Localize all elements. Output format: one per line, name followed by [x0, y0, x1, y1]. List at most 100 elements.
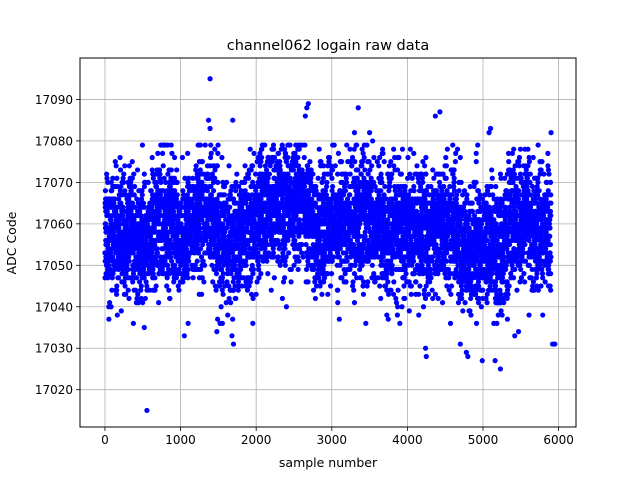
- data-point: [110, 254, 116, 260]
- data-point: [108, 304, 114, 310]
- data-point: [162, 225, 169, 231]
- data-point: [391, 146, 397, 152]
- data-point: [237, 254, 243, 260]
- data-point: [410, 258, 417, 264]
- data-point: [443, 154, 449, 161]
- data-point: [389, 171, 395, 177]
- data-point: [131, 217, 137, 223]
- data-point: [285, 154, 291, 161]
- data-point: [162, 258, 168, 264]
- data-point: [165, 142, 171, 148]
- data-point: [210, 279, 216, 285]
- data-point: [279, 295, 286, 302]
- data-point: [193, 183, 199, 190]
- data-point: [186, 175, 192, 181]
- data-point: [282, 262, 288, 268]
- data-point: [218, 304, 224, 310]
- data-point: [118, 233, 125, 239]
- data-point: [258, 271, 264, 277]
- data-point: [233, 295, 239, 302]
- data-point: [183, 241, 189, 248]
- data-point: [138, 283, 144, 289]
- data-point: [159, 266, 165, 273]
- data-point: [143, 258, 149, 264]
- data-point: [399, 304, 405, 310]
- data-point: [130, 279, 136, 285]
- data-point: [199, 192, 205, 198]
- data-point: [369, 262, 375, 268]
- data-point: [173, 196, 179, 202]
- data-point: [165, 266, 172, 273]
- data-point: [219, 287, 225, 293]
- data-point: [422, 295, 429, 302]
- data-point: [108, 204, 115, 210]
- data-point: [194, 212, 201, 219]
- data-point: [145, 179, 151, 185]
- data-point: [139, 142, 146, 148]
- data-point: [167, 246, 173, 252]
- data-point: [125, 287, 131, 293]
- data-point: [112, 266, 118, 273]
- data-point: [123, 221, 130, 227]
- data-point: [377, 283, 383, 289]
- data-point: [165, 171, 171, 177]
- data-point: [153, 183, 160, 190]
- data-point: [138, 212, 144, 219]
- data-point: [225, 312, 231, 318]
- data-point: [259, 154, 265, 161]
- data-point: [198, 246, 204, 252]
- data-point: [282, 246, 288, 252]
- data-point: [199, 217, 205, 223]
- data-point: [126, 254, 132, 260]
- data-point: [395, 287, 401, 293]
- data-point: [204, 221, 210, 227]
- data-point: [214, 204, 221, 210]
- data-point: [149, 154, 155, 161]
- data-point: [197, 167, 203, 173]
- data-point: [180, 279, 186, 285]
- data-point: [212, 167, 218, 173]
- data-point: [199, 275, 205, 281]
- data-point: [301, 154, 307, 161]
- data-point: [124, 229, 131, 235]
- data-point: [157, 171, 163, 177]
- data-point: [226, 254, 232, 260]
- data-point: [117, 188, 123, 194]
- data-point: [154, 258, 160, 264]
- data-point: [419, 233, 425, 239]
- data-point: [209, 196, 216, 202]
- data-point: [307, 159, 313, 165]
- data-point: [226, 295, 232, 302]
- data-point: [108, 179, 114, 185]
- data-point: [138, 196, 145, 202]
- data-point: [462, 300, 468, 306]
- data-point: [116, 266, 122, 273]
- data-point: [218, 266, 225, 273]
- data-point: [110, 271, 116, 277]
- data-point: [144, 221, 150, 227]
- data-point: [106, 316, 112, 322]
- data-points: [102, 76, 558, 414]
- data-point: [150, 175, 156, 181]
- data-point: [371, 154, 377, 161]
- data-point: [139, 188, 145, 194]
- data-point: [443, 175, 449, 181]
- data-point: [167, 183, 173, 190]
- data-point: [193, 163, 199, 169]
- data-point: [234, 237, 240, 244]
- data-point: [116, 225, 122, 231]
- data-point: [391, 279, 397, 285]
- data-point: [361, 154, 367, 161]
- data-point: [153, 283, 159, 289]
- data-point: [126, 295, 132, 302]
- data-point: [105, 241, 111, 248]
- data-point: [185, 208, 191, 214]
- data-point: [168, 196, 174, 202]
- data-point: [212, 175, 218, 181]
- data-point: [275, 254, 281, 260]
- data-point: [207, 154, 214, 161]
- data-point: [129, 200, 135, 206]
- data-point: [128, 188, 134, 194]
- data-point: [140, 300, 146, 306]
